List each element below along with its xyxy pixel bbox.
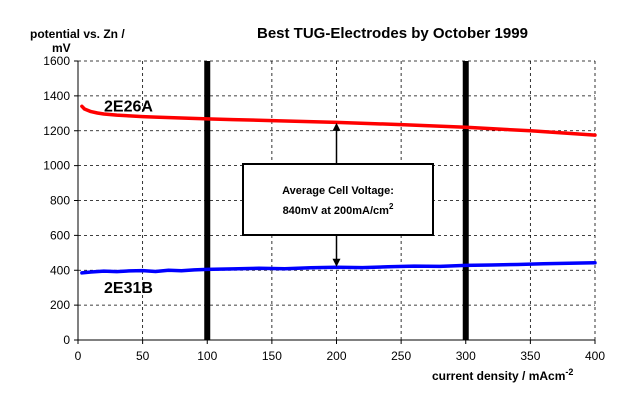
annotation-box — [242, 163, 434, 236]
annotation-arrow-down-head — [332, 258, 341, 267]
x-tick-label: 400 — [585, 349, 605, 363]
vertical-markers — [204, 61, 469, 340]
y-tick-label: 1400 — [43, 89, 70, 103]
y-tick-label: 600 — [50, 228, 70, 242]
x-tick-label: 300 — [456, 349, 476, 363]
y-tick-label: 1600 — [43, 54, 70, 68]
chart-title: Best TUG-Electrodes by October 1999 — [257, 25, 528, 42]
annotation-line2-text: 840mV at 200mA/cm — [283, 205, 390, 217]
x-axis-title-exponent: -2 — [565, 367, 573, 377]
x-tick-label: 100 — [197, 349, 217, 363]
x-tick-label: 0 — [75, 349, 82, 363]
x-tick-label: 150 — [262, 349, 282, 363]
annotation-line1: Average Cell Voltage: — [282, 185, 394, 197]
x-tick-label: 350 — [520, 349, 540, 363]
annotation-line2-exponent: 2 — [389, 202, 394, 211]
series-label-2e26a: 2E26A — [104, 98, 153, 115]
x-axis-title-text: current density / mAcm — [432, 369, 565, 383]
annotation-line2: 840mV at 200mA/cm2 — [283, 202, 394, 217]
y-tick-label: 800 — [50, 194, 70, 208]
y-axis-title-line2: mV — [52, 41, 71, 55]
x-tick-label: 250 — [391, 349, 411, 363]
y-axis-title-line1: potential vs. Zn / — [30, 27, 125, 41]
series-line-2e26a — [80, 104, 597, 137]
x-axis-title: current density / mAcm-2 — [432, 367, 573, 383]
series-line-2e31b — [80, 261, 597, 275]
annotation: Average Cell Voltage: 840mV at 200mA/cm2 — [242, 122, 434, 267]
x-tick-label: 200 — [326, 349, 346, 363]
y-tick-label: 1200 — [43, 124, 70, 138]
y-tick-label: 400 — [50, 263, 70, 277]
series-label-2e31b: 2E31B — [104, 280, 153, 297]
series-lines: 2E26A 2E31B — [80, 98, 597, 297]
x-tick-label: 50 — [136, 349, 150, 363]
y-tick-label: 200 — [50, 298, 70, 312]
tick-labels: 0 200 400 600 800 1000 1200 1400 1600 0 50 100 150 20… — [43, 54, 605, 363]
annotation-arrow-up-head — [332, 122, 341, 131]
y-tick-label: 0 — [63, 333, 70, 347]
y-tick-label: 1000 — [43, 159, 70, 173]
axes — [74, 60, 596, 344]
